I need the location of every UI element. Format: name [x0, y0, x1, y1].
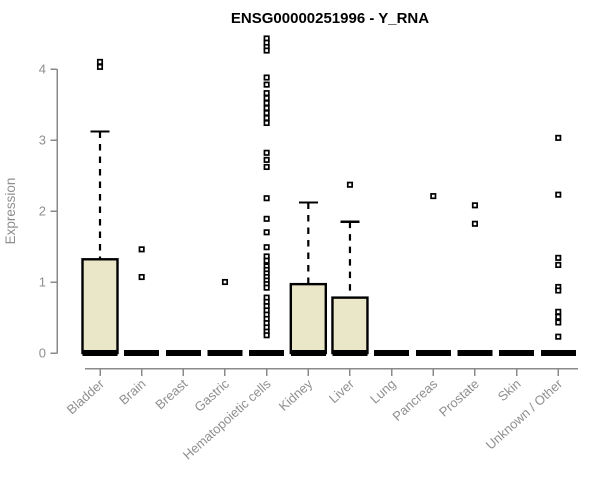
- outlier-point: [263, 114, 270, 122]
- x-tick-label: Lung: [367, 376, 399, 406]
- outlier-point: [263, 109, 270, 117]
- outlier-point: [263, 104, 270, 112]
- median-bar: [540, 349, 576, 357]
- y-tick-label: 2: [39, 204, 46, 219]
- median-bar: [415, 349, 451, 357]
- outlier-point: [555, 191, 562, 198]
- outlier-point: [96, 58, 104, 65]
- outlier-point: [263, 332, 270, 339]
- outlier-point: [263, 47, 270, 54]
- x-tick-label: Bladder: [64, 376, 108, 418]
- outlier-point: [263, 100, 270, 107]
- outlier-point: [263, 284, 270, 291]
- median-bar: [124, 349, 160, 357]
- outlier-point: [346, 181, 354, 188]
- x-tick-label: Liver: [326, 376, 357, 406]
- outlier-point: [263, 195, 270, 202]
- x-tick-label: Skin: [495, 376, 524, 404]
- box: [289, 282, 327, 355]
- outlier-point: [555, 254, 562, 261]
- median-bar: [165, 349, 201, 357]
- outlier-point: [263, 257, 270, 264]
- y-tick-label: 1: [39, 275, 46, 290]
- x-tick-label: Breast: [152, 376, 190, 413]
- outlier-point: [555, 313, 562, 320]
- x-tick-label: Unknown / Other: [483, 376, 566, 453]
- y-tick-label: 3: [39, 133, 46, 148]
- outlier-point: [263, 229, 270, 236]
- outlier-point: [555, 134, 562, 141]
- outlier-point: [555, 333, 562, 340]
- median-bar: [290, 349, 326, 357]
- x-tick-label: Pancreas: [389, 376, 440, 424]
- median-bar: [332, 349, 368, 357]
- outlier-point: [221, 278, 229, 286]
- outlier-point: [263, 215, 270, 222]
- x-tick-label: Prostate: [436, 376, 482, 420]
- chart-title: ENSG00000251996 - Y_RNA: [231, 10, 429, 27]
- outlier-point: [263, 119, 270, 127]
- outlier-point: [138, 246, 145, 253]
- outlier-point: [263, 163, 270, 171]
- outlier-point: [555, 319, 562, 326]
- x-tick-label: Brain: [116, 376, 149, 407]
- box: [81, 258, 119, 355]
- outlier-point: [430, 193, 437, 200]
- y-axis-title: Expression: [3, 178, 18, 245]
- x-tick-label: Kidney: [276, 376, 316, 414]
- y-tick-label: 0: [39, 346, 46, 361]
- outlier-point: [263, 156, 270, 163]
- outlier-point: [263, 149, 270, 156]
- outlier-point: [471, 202, 478, 209]
- outlier-point: [471, 220, 478, 227]
- outlier-point: [263, 244, 270, 251]
- median-bar: [249, 349, 285, 357]
- outlier-point: [96, 63, 104, 70]
- median-bar: [374, 349, 410, 357]
- median-bar: [82, 349, 118, 357]
- median-bar: [499, 349, 535, 357]
- median-bar: [207, 349, 243, 357]
- outlier-point: [263, 74, 270, 81]
- outlier-point: [555, 287, 562, 294]
- outlier-point: [555, 308, 562, 315]
- y-tick-label: 4: [39, 62, 46, 77]
- outlier-point: [138, 273, 145, 281]
- outlier-point: [263, 95, 270, 102]
- median-bar: [457, 349, 493, 357]
- outlier-point: [555, 261, 562, 269]
- outlier-point: [263, 81, 270, 88]
- outlier-point: [263, 90, 270, 97]
- box: [331, 296, 369, 355]
